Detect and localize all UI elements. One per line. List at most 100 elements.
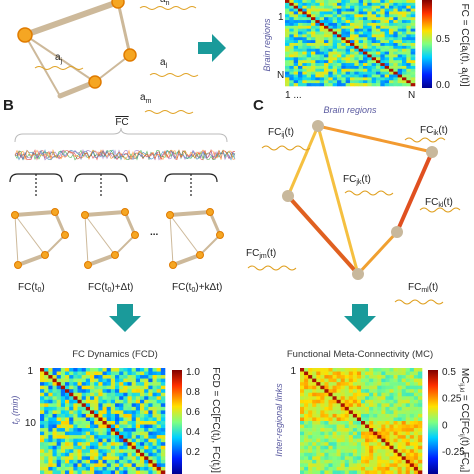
cell	[380, 57, 385, 61]
cell	[289, 25, 294, 29]
cell	[40, 463, 45, 468]
cell	[365, 396, 370, 401]
cell	[90, 389, 95, 394]
cell	[65, 438, 70, 443]
cell	[298, 14, 303, 18]
cell	[371, 43, 377, 47]
cell	[340, 392, 346, 397]
cell	[90, 417, 95, 422]
cell	[409, 417, 415, 422]
cell	[324, 5, 329, 9]
cell	[98, 403, 103, 408]
cell	[341, 17, 346, 21]
cell	[90, 463, 95, 468]
cell	[337, 28, 342, 32]
cell	[380, 28, 385, 32]
cell	[365, 403, 370, 408]
cell	[60, 406, 66, 411]
cell	[402, 63, 407, 67]
cell	[367, 65, 372, 70]
cell	[344, 406, 350, 411]
cell	[135, 456, 141, 461]
cell	[365, 456, 370, 461]
cell	[127, 385, 132, 390]
cell	[354, 80, 359, 84]
cell	[298, 2, 303, 7]
cell	[352, 438, 358, 443]
cell	[352, 385, 358, 390]
cell	[361, 428, 366, 432]
cell	[332, 375, 337, 379]
cell	[304, 413, 309, 418]
cell	[298, 68, 303, 72]
cell	[348, 442, 354, 447]
cell	[332, 438, 337, 443]
cell	[56, 410, 62, 415]
cell	[373, 424, 378, 429]
cell	[300, 431, 305, 436]
cell	[40, 399, 45, 404]
cell	[393, 83, 398, 87]
cell	[60, 428, 66, 432]
cell	[377, 456, 382, 461]
cell	[389, 392, 394, 397]
cell	[81, 466, 87, 471]
cell	[365, 466, 370, 471]
cell	[300, 410, 305, 415]
cell	[306, 51, 312, 55]
cell	[144, 456, 149, 461]
cell	[56, 431, 62, 436]
cell	[60, 466, 66, 471]
cell	[341, 28, 346, 32]
cell	[40, 378, 45, 383]
cell	[152, 431, 157, 436]
cell	[393, 71, 398, 75]
cell	[348, 421, 354, 425]
cell	[94, 449, 99, 454]
cell	[98, 438, 103, 443]
cell	[81, 396, 87, 401]
cell	[148, 417, 153, 422]
cell	[381, 378, 386, 383]
cell	[354, 65, 359, 70]
cell	[160, 417, 166, 422]
cell	[328, 438, 333, 443]
cell	[401, 413, 407, 418]
cell	[81, 406, 87, 411]
cell	[397, 368, 402, 372]
cell	[300, 452, 305, 457]
cell	[376, 57, 381, 61]
cell	[393, 459, 398, 464]
cell	[312, 385, 317, 390]
cell	[373, 445, 378, 450]
cell	[352, 463, 358, 468]
cell	[332, 51, 338, 55]
cell	[373, 403, 378, 408]
cell	[152, 463, 157, 468]
cell	[140, 413, 145, 418]
cell	[409, 463, 415, 468]
cell	[156, 410, 162, 415]
cell	[324, 25, 329, 29]
cell	[405, 413, 411, 418]
cell	[77, 396, 82, 401]
cell	[115, 449, 120, 454]
cell	[380, 2, 385, 7]
cell	[293, 57, 299, 61]
cell	[152, 368, 157, 372]
cell	[135, 396, 141, 401]
edge	[172, 253, 201, 267]
cell	[324, 463, 329, 468]
cell	[315, 34, 320, 38]
cell	[417, 385, 423, 390]
cell	[369, 375, 374, 379]
cell	[348, 470, 354, 474]
cell	[144, 431, 149, 436]
cell	[367, 51, 372, 55]
cell	[152, 410, 157, 415]
cell	[85, 452, 91, 457]
cell	[304, 368, 309, 372]
cell	[315, 25, 320, 29]
cell	[123, 417, 128, 422]
cell	[140, 403, 145, 408]
